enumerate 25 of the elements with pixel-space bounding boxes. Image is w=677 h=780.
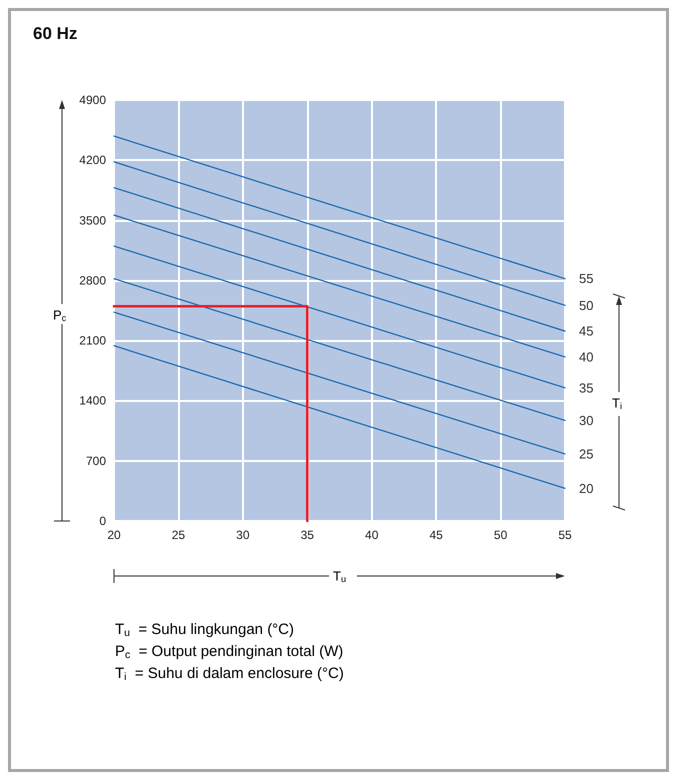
y-tick-label: 4900 <box>79 93 106 107</box>
x-tick-label: 40 <box>365 528 379 542</box>
y-tick-label: 4200 <box>79 153 106 168</box>
y-tick-label: 700 <box>86 454 106 468</box>
x-tick-label: 35 <box>300 528 314 542</box>
y-tick-label: 0 <box>99 514 106 528</box>
chart-title: 60 Hz <box>33 24 78 43</box>
series-label: 55 <box>579 271 594 286</box>
series-label: 25 <box>579 446 594 462</box>
series-label: 45 <box>579 324 594 339</box>
x-tick-label: 45 <box>429 528 444 542</box>
x-tick-label: 20 <box>107 528 121 542</box>
y-tick-label: 2100 <box>79 334 106 348</box>
series-label: 30 <box>579 412 594 428</box>
y-tick-label: 3500 <box>79 213 106 228</box>
x-tick-label: 25 <box>172 528 186 542</box>
series-label: 35 <box>579 380 594 396</box>
x-tick-label: 55 <box>558 528 572 542</box>
series-label: 40 <box>579 349 594 364</box>
y-tick-label: 1400 <box>79 394 106 408</box>
series-label: 20 <box>579 480 594 496</box>
x-tick-label: 50 <box>494 528 508 542</box>
x-tick-label: 30 <box>236 528 250 542</box>
y-tick-label: 2800 <box>79 273 106 288</box>
series-label: 50 <box>579 298 594 313</box>
